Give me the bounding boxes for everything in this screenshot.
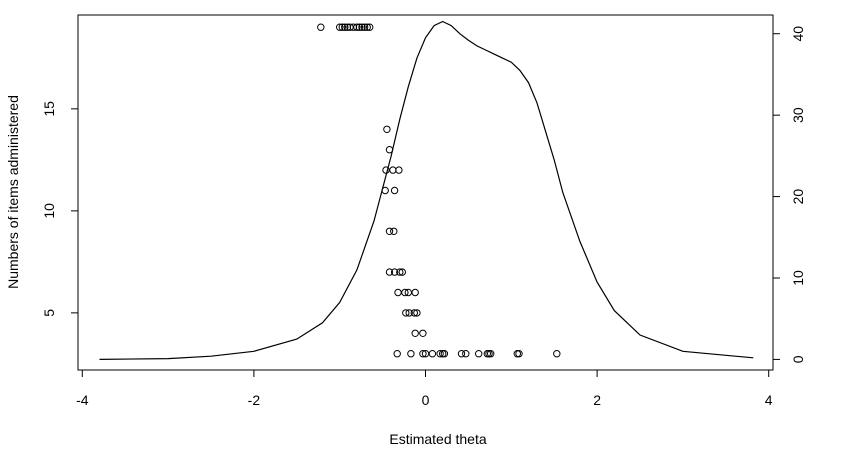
data-point: [419, 350, 427, 358]
data-point: [487, 350, 495, 358]
y-tick-label: 15: [41, 101, 57, 117]
data-point: [404, 288, 412, 297]
data-point: [385, 146, 394, 154]
data-point: [336, 23, 344, 31]
y-axis-left: 5 10 15: [41, 101, 79, 317]
data-point: [341, 23, 349, 31]
y2-tick-label: 20: [790, 189, 806, 205]
y2-tick-label: 10: [790, 270, 806, 286]
data-point: [395, 166, 403, 174]
data-point: [515, 350, 523, 358]
data-point: [358, 23, 366, 31]
data-point: [398, 268, 406, 276]
y-axis-label: Numbers of items administered: [5, 95, 21, 289]
data-point: [553, 350, 561, 358]
data-point: [405, 309, 413, 317]
data-point: [475, 350, 483, 358]
data-point: [436, 350, 444, 358]
data-point: [382, 166, 390, 174]
y2-tick-label: 0: [790, 355, 806, 363]
data-point: [462, 350, 470, 358]
data-point: [383, 125, 391, 134]
data-point: [411, 288, 419, 297]
data-point: [396, 268, 404, 276]
x-tick-label: 4: [765, 392, 773, 408]
data-point: [360, 23, 369, 31]
data-point: [389, 166, 397, 174]
data-point: [385, 227, 394, 236]
data-point: [457, 350, 466, 358]
data-point: [393, 350, 401, 358]
data-point: [410, 309, 418, 317]
data-point: [390, 268, 399, 276]
x-axis-label: Estimated theta: [389, 431, 486, 447]
x-tick-label: -2: [248, 392, 261, 408]
data-point: [381, 186, 389, 195]
data-points: [317, 23, 561, 358]
density-curve: [99, 20, 754, 360]
data-point: [338, 23, 346, 31]
data-point: [366, 23, 374, 31]
x-tick-label: -4: [76, 392, 89, 408]
y-axis-right: 0 10 20 30 40: [772, 26, 806, 363]
x-axis: -4 -2 0 2 4: [76, 369, 773, 408]
y-tick-label: 10: [41, 203, 57, 219]
data-point: [346, 23, 354, 31]
data-point: [421, 350, 430, 358]
data-point: [411, 329, 419, 337]
data-point: [390, 186, 399, 195]
plot-frame: [77, 14, 774, 371]
y2-tick-label: 30: [790, 107, 806, 123]
data-point: [419, 329, 427, 337]
data-point: [407, 350, 415, 358]
data-point: [401, 288, 409, 297]
data-point: [355, 23, 364, 31]
data-point: [353, 23, 361, 31]
y2-tick-label: 40: [790, 26, 806, 42]
x-tick-label: 0: [422, 392, 430, 408]
data-point: [428, 350, 437, 358]
data-point: [385, 268, 394, 276]
x-tick-label: 2: [593, 392, 601, 408]
data-point: [394, 288, 402, 297]
data-point: [440, 350, 449, 358]
data-point: [413, 309, 421, 317]
data-point: [317, 23, 325, 31]
y-tick-label: 5: [41, 309, 57, 317]
data-point: [390, 227, 398, 236]
data-point: [402, 309, 410, 317]
data-point: [363, 23, 371, 31]
